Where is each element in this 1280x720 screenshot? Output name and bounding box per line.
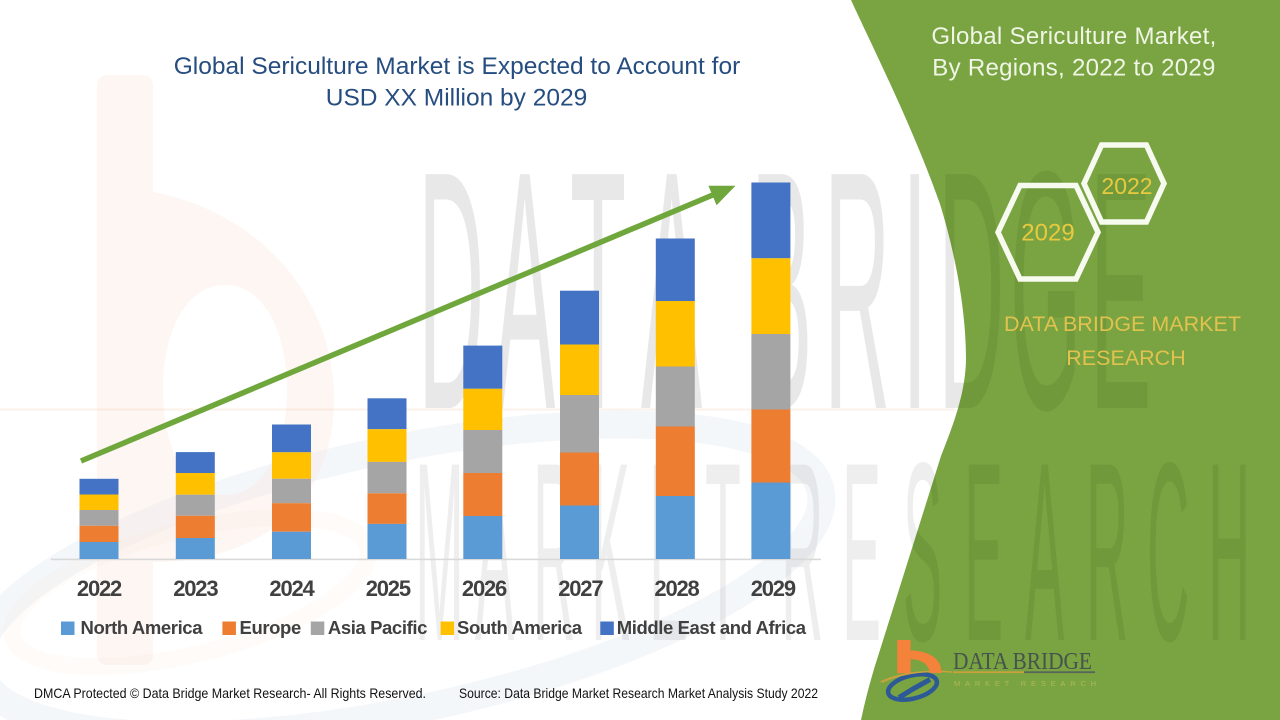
svg-text:Europe: Europe [240,617,301,638]
svg-text:DATA BRIDGE: DATA BRIDGE [953,649,1092,675]
svg-text:2028: 2028 [654,576,699,601]
svg-text:Asia Pacific: Asia Pacific [328,617,427,638]
svg-text:South America: South America [457,617,583,638]
svg-text:T: T [705,411,741,695]
svg-text:Global Sericulture Market,: Global Sericulture Market, [931,23,1216,50]
svg-text:2029: 2029 [1021,219,1074,246]
svg-text:USD XX Million by 2029: USD XX Million by 2029 [326,85,587,112]
svg-text:2025: 2025 [366,576,411,601]
svg-text:2022: 2022 [1101,173,1152,199]
svg-text:R: R [824,101,890,481]
svg-text:H: H [1208,411,1250,695]
svg-text:2029: 2029 [751,576,796,601]
svg-text:C: C [1147,411,1189,695]
svg-text:Source: Data Bridge Market Res: Source: Data Bridge Market Research Mark… [459,685,818,701]
svg-text:MARKET RESEARCH: MARKET RESEARCH [954,679,1101,688]
svg-text:A: A [494,101,555,481]
svg-text:E: E [964,411,1003,695]
svg-text:By Regions, 2022 to 2029: By Regions, 2022 to 2029 [932,55,1215,82]
svg-text:G: G [1010,101,1081,481]
svg-text:2026: 2026 [462,576,507,601]
svg-text:North America: North America [81,617,204,638]
svg-text:R: R [1086,411,1128,695]
svg-text:Middle East and Africa: Middle East and Africa [617,617,807,638]
svg-text:Global Sericulture Market is E: Global Sericulture Market is Expected to… [174,53,741,80]
svg-text:E: E [1090,101,1151,481]
svg-text:DMCA Protected © Data Bridge M: DMCA Protected © Data Bridge Market Rese… [34,685,426,701]
svg-text:E: E [842,411,881,695]
svg-text:DATA BRIDGE MARKET: DATA BRIDGE MARKET [1004,312,1241,336]
svg-text:M: M [415,411,464,695]
svg-text:2022: 2022 [77,576,122,601]
svg-text:2024: 2024 [269,576,315,601]
svg-text:2027: 2027 [558,576,603,601]
svg-text:A: A [1025,411,1064,695]
svg-text:RESEARCH: RESEARCH [1066,346,1185,370]
svg-text:I: I [902,101,928,481]
svg-text:2023: 2023 [173,576,218,601]
